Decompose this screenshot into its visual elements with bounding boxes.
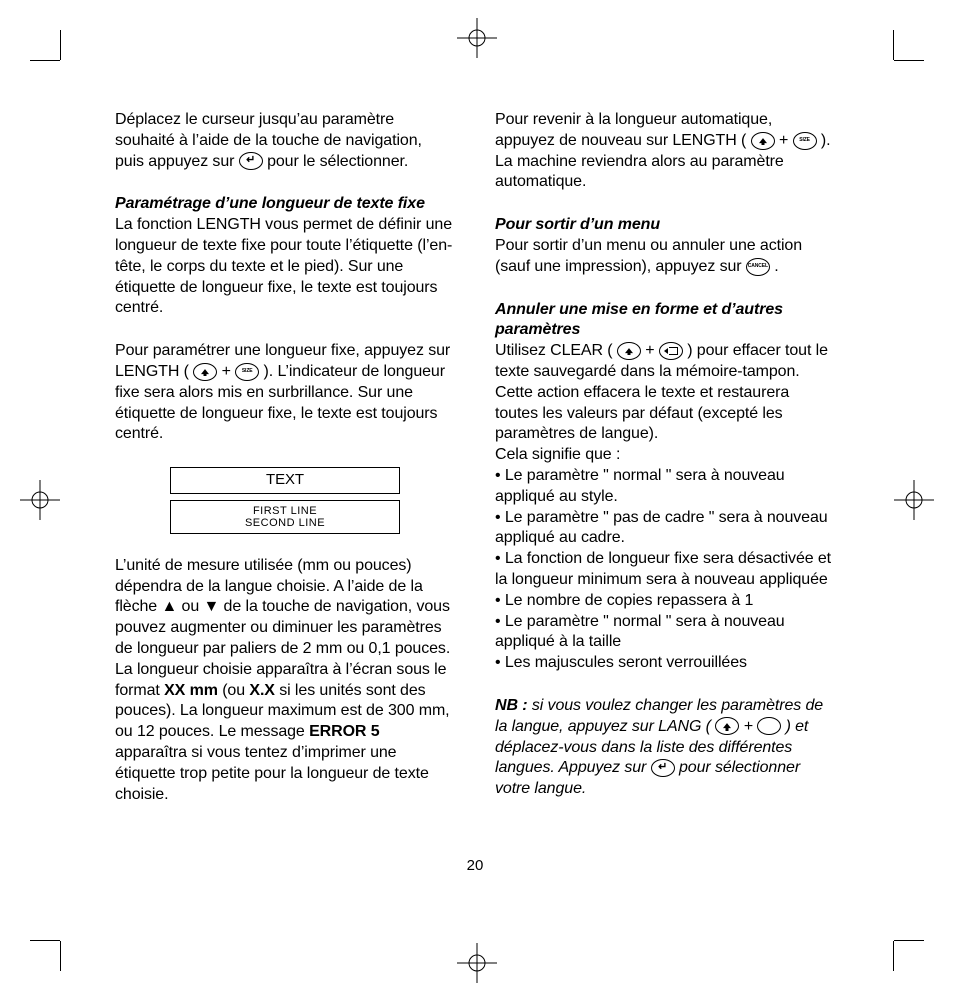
reg-bottom xyxy=(457,943,497,983)
bullet-4: • Le nombre de copies repassera à 1 xyxy=(495,591,835,612)
diagram-line1: FIRST LINE xyxy=(253,505,317,517)
text: + xyxy=(779,132,793,149)
text: pour le sélectionner. xyxy=(267,153,408,170)
text: L’unité de mesure utilisée (mm ou pouces… xyxy=(115,557,450,699)
shift-icon xyxy=(751,132,775,150)
heading-clear: Annuler une mise en forme et d’autres pa… xyxy=(495,300,835,342)
left-p4: L’unité de mesure utilisée (mm ou pouces… xyxy=(115,556,455,806)
right-p2: Pour sortir d’un menu ou annuler une act… xyxy=(495,236,835,278)
left-column: Déplacez le curseur jusqu’au paramètre s… xyxy=(115,110,455,827)
right-p3d: Cela signifie que : xyxy=(495,445,835,466)
text: Utilisez CLEAR ( xyxy=(495,342,617,359)
enter-icon xyxy=(651,759,675,777)
bullet-5: • Le paramètre " normal " sera à nouveau… xyxy=(495,612,835,654)
bullet-6: • Les majuscules seront verrouillées xyxy=(495,653,835,674)
text: Pour revenir à la longueur automatique, … xyxy=(495,111,772,149)
cancel-icon: CANCEL xyxy=(746,258,770,276)
shift-icon xyxy=(193,363,217,381)
blank-key-icon xyxy=(757,717,781,735)
bullet-2: • Le paramètre " pas de cadre " sera à n… xyxy=(495,508,835,550)
reg-left xyxy=(20,480,60,520)
left-p1: Déplacez le curseur jusqu’au paramètre s… xyxy=(115,110,455,172)
bullet-1: • Le paramètre " normal " sera à nouveau… xyxy=(495,466,835,508)
right-column: Pour revenir à la longueur automatique, … xyxy=(495,110,835,827)
shift-icon xyxy=(715,717,739,735)
size-icon: SIZE xyxy=(235,363,259,381)
enter-icon xyxy=(239,152,263,170)
text-diagram: TEXT FIRST LINE SECOND LINE xyxy=(170,467,400,534)
size-icon: SIZE xyxy=(793,132,817,150)
diagram-line2: SECOND LINE xyxy=(245,517,325,529)
nb-para: NB : si vous voulez changer les paramètr… xyxy=(495,696,835,800)
diagram-box-top: TEXT xyxy=(170,467,400,494)
bullet-3: • La fonction de longueur fixe sera désa… xyxy=(495,549,835,591)
text: apparaîtra si vous tentez d’imprimer une… xyxy=(115,744,429,803)
page-content: Déplacez le curseur jusqu’au paramètre s… xyxy=(115,110,835,874)
text: + xyxy=(744,718,758,735)
diagram-box-bottom: FIRST LINE SECOND LINE xyxy=(170,500,400,534)
page-number: 20 xyxy=(115,857,835,874)
xx-mm: XX mm xyxy=(164,682,218,699)
heading-exit-menu: Pour sortir d’un menu xyxy=(495,215,835,236)
heading-length: Paramétrage d’une longueur de texte fixe xyxy=(115,194,455,215)
right-p1: Pour revenir à la longueur automatique, … xyxy=(495,110,835,193)
shift-icon xyxy=(617,342,641,360)
nb-label: NB : xyxy=(495,697,527,714)
reg-top xyxy=(457,18,497,58)
text: (ou xyxy=(222,682,249,699)
error5: ERROR 5 xyxy=(309,723,379,740)
right-p3: Utilisez CLEAR ( + ) pour effacer tout l… xyxy=(495,341,835,445)
left-p3: Pour paramétrer une longueur fixe, appuy… xyxy=(115,341,455,445)
text: + xyxy=(645,342,659,359)
text: . xyxy=(774,258,778,275)
left-p2: La fonction LENGTH vous permet de défini… xyxy=(115,215,455,319)
reg-right xyxy=(894,480,934,520)
delete-icon xyxy=(659,342,683,360)
xx: X.X xyxy=(249,682,275,699)
text: + xyxy=(222,363,236,380)
